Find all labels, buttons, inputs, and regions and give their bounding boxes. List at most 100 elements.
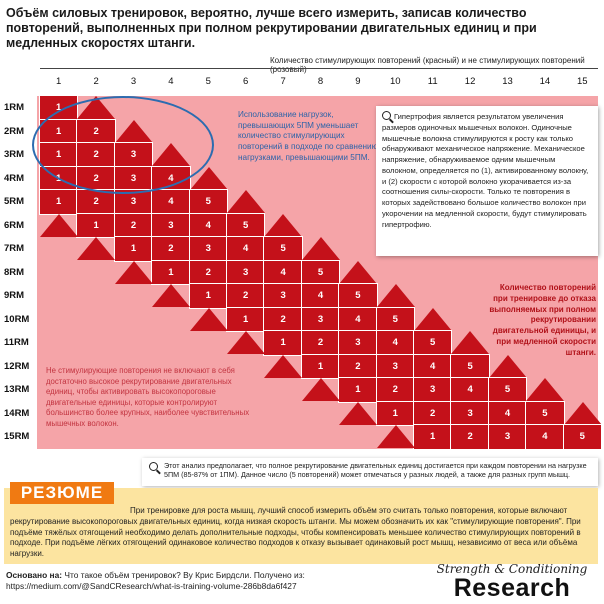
rep-cell: 2 xyxy=(76,189,116,215)
logo-line1: Strength & Conditioning xyxy=(436,562,588,576)
row-label: 11RM xyxy=(4,337,29,348)
row-label: 10RM xyxy=(4,313,30,325)
page-title: Объём силовых тренировок, вероятно, лучш… xyxy=(6,6,537,50)
column-number: 8 xyxy=(317,76,324,87)
row-label: 15RM xyxy=(4,431,30,442)
rep-cell: 3 xyxy=(412,377,453,403)
rep-cell: 4 xyxy=(375,330,415,356)
step-edge xyxy=(227,331,265,354)
rep-cell: 3 xyxy=(263,283,303,309)
row-label: 3RM xyxy=(4,149,25,160)
rep-cell: 2 xyxy=(300,330,341,356)
rep-cell: 5 xyxy=(412,330,453,356)
row-label: 2RM xyxy=(4,125,25,137)
rep-cell: 1 xyxy=(113,236,154,262)
column-number: 10 xyxy=(390,76,401,87)
step-edge xyxy=(152,284,191,307)
rep-cell: 4 xyxy=(525,424,565,450)
step-edge xyxy=(77,237,116,260)
step-edge xyxy=(114,260,153,284)
column-number: 3 xyxy=(130,76,137,87)
rep-cell: 5 xyxy=(188,189,228,215)
axis-line xyxy=(40,68,598,69)
step-edge xyxy=(264,354,303,378)
rep-cell: 1 xyxy=(412,424,453,450)
rep-cell: 3 xyxy=(450,400,490,426)
step-edge xyxy=(189,307,228,331)
rep-cell: 3 xyxy=(151,212,191,238)
column-number: 6 xyxy=(243,76,249,87)
source-text: Что такое объём тренировок? By Крис Бирд… xyxy=(64,570,305,580)
row-label: 14RM xyxy=(4,407,30,419)
step-edge xyxy=(189,166,228,190)
column-number: 7 xyxy=(280,76,286,87)
source-label: Основано на: xyxy=(6,570,63,580)
rep-cell: 5 xyxy=(225,212,266,238)
logo: Strength & Conditioning Research xyxy=(426,562,598,601)
rep-cell: 5 xyxy=(487,377,528,403)
rep-cell: 5 xyxy=(525,400,565,426)
column-number: 13 xyxy=(502,76,513,87)
rep-cell: 5 xyxy=(450,353,490,379)
rep-cell: 4 xyxy=(487,400,528,426)
source-link[interactable]: https://medium.com/@SandCResearch/what-i… xyxy=(6,581,297,592)
hypertrophy-text: Гипертрофия является результатом увеличе… xyxy=(382,112,589,229)
rep-cell: 5 xyxy=(338,283,378,309)
step-edge xyxy=(414,307,452,331)
rep-cell: 1 xyxy=(338,377,378,403)
row-label: 5RM xyxy=(4,196,25,207)
rep-cell: 5 xyxy=(300,259,341,285)
step-edge xyxy=(376,425,415,448)
rep-cell: 3 xyxy=(300,306,341,332)
rep-cell: 4 xyxy=(338,306,378,332)
hypertrophy-box: Гипертрофия является результатом увеличе… xyxy=(376,106,598,256)
step-edge xyxy=(227,190,265,213)
rep-cell: 2 xyxy=(225,283,266,309)
column-number: 2 xyxy=(93,76,99,87)
column-number: 1 xyxy=(56,76,62,87)
summary-text: При тренировке для роста мышц, лучший сп… xyxy=(10,506,581,559)
row-label: 4RM xyxy=(4,172,25,184)
rep-cell: 4 xyxy=(300,283,341,309)
column-number: 4 xyxy=(168,76,174,87)
step-edge xyxy=(339,401,378,425)
stimulating-reps-note: Количество повторений при тренировке до … xyxy=(489,283,596,357)
rep-cell: 3 xyxy=(113,189,154,215)
rep-cell: 1 xyxy=(263,330,303,356)
rep-cell: 4 xyxy=(263,259,303,285)
axis-caption: Количество стимулирующих повторений (кра… xyxy=(270,56,585,74)
rep-cell: 3 xyxy=(188,236,228,262)
step-edge xyxy=(376,284,415,307)
rep-cell: 4 xyxy=(225,236,266,262)
search-icon xyxy=(382,111,391,120)
row-label: 12RM xyxy=(4,360,30,372)
source-citation: Основано на: Что такое объём тренировок?… xyxy=(6,570,406,593)
step-edge xyxy=(264,213,303,237)
rep-cell: 2 xyxy=(263,306,303,332)
column-number: 9 xyxy=(355,76,361,87)
column-number: 12 xyxy=(464,76,476,87)
rep-cell: 2 xyxy=(151,236,191,262)
step-edge xyxy=(301,378,340,401)
rep-cell: 1 xyxy=(300,353,341,379)
rep-cell: 4 xyxy=(151,189,191,215)
rep-cell: 2 xyxy=(450,424,490,450)
summary-label: РЕЗЮМЕ xyxy=(10,482,114,504)
row-label: 6RM xyxy=(4,219,25,231)
column-number: 11 xyxy=(427,76,438,87)
rep-cell: 1 xyxy=(151,259,191,285)
rep-cell: 1 xyxy=(225,306,266,332)
column-number: 15 xyxy=(577,76,588,87)
rep-cell: 3 xyxy=(338,330,378,356)
highlight-ellipse xyxy=(32,96,214,194)
row-label: 1RM xyxy=(4,102,25,113)
rep-cell: 1 xyxy=(375,400,415,426)
rep-cell: 4 xyxy=(450,377,490,403)
step-edge xyxy=(40,213,78,237)
row-label: 8RM xyxy=(4,266,25,278)
row-label: 13RM xyxy=(4,384,30,395)
rep-cell: 2 xyxy=(188,259,228,285)
rep-cell: 3 xyxy=(487,424,528,450)
step-edge xyxy=(488,354,527,378)
rep-cell: 5 xyxy=(375,306,415,332)
